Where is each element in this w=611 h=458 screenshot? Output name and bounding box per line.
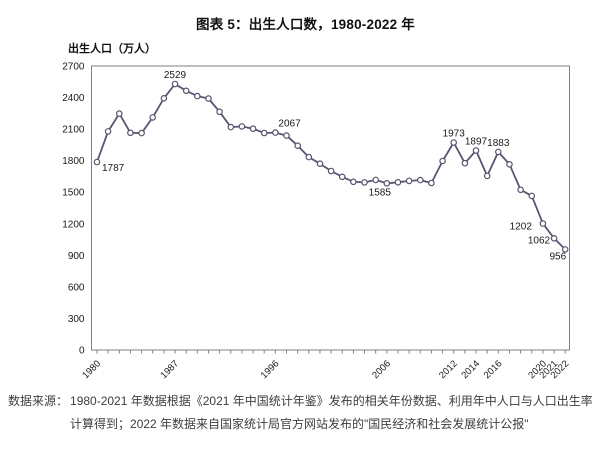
data-point [383,180,391,187]
data-point [416,176,424,184]
data-point [249,125,257,133]
data-point [272,129,279,136]
chart-title: 图表 5：出生人口数，1980-2022 年 [196,17,415,32]
x-tick-label: 1996 [259,358,282,381]
data-point [350,178,357,186]
data-point-label: 1973 [443,129,466,140]
data-point [550,235,558,242]
data-point-label: 2529 [164,70,187,81]
data-point [405,177,413,185]
source-note: 数据来源： 1980-2021 年数据根据《2021 年中国统计年鉴》发布的相关… [8,390,606,436]
data-point [528,192,536,200]
data-point-label: 1062 [528,235,551,246]
x-tick-label: 2016 [482,358,505,381]
y-tick-label: 1200 [62,219,85,230]
data-point [194,92,201,100]
data-point [506,161,513,168]
data-point-label: 2067 [278,119,301,130]
data-point [372,176,380,184]
y-tick-label: 1800 [62,156,85,167]
data-point [116,110,123,117]
data-point [517,186,524,194]
data-point [138,129,145,137]
y-tick-label: 2700 [62,62,85,73]
x-tick-label: 2014 [459,358,482,381]
data-point [394,179,402,186]
data-point-label: 956 [550,251,567,262]
data-point [216,108,223,116]
data-point [561,246,569,253]
data-point-label: 1897 [465,137,488,148]
data-point-label: 1883 [487,138,510,149]
x-tick-label: 1987 [158,358,181,381]
data-point [428,179,435,187]
birth-population-line-chart: 0 300 600 900 1200 1500 1800 2100 2400 2700 1980 19… [62,62,571,382]
data-point [472,147,480,154]
y-tick-label: 900 [68,251,85,262]
plot-frame [91,65,570,351]
data-point [327,167,335,175]
data-point [93,158,101,166]
data-point [260,129,268,137]
data-point-label: 1585 [369,187,392,198]
data-point [494,148,502,156]
x-tick-label: 2006 [370,358,393,381]
data-point [338,173,346,181]
data-point [205,95,212,102]
data-point [283,132,290,139]
source-line-2: 计算得到；2022 年数据来自国家统计局官方网站发布的"国民经济和社会发展统计公… [70,417,529,431]
y-tick-label: 300 [68,314,85,325]
data-point [305,153,313,161]
data-point-label: 1787 [102,163,125,174]
x-tick-label: 1980 [80,358,103,381]
data-point [227,123,235,131]
source-label: 数据来源： [8,394,69,408]
data-point [294,142,302,150]
data-point [104,128,112,135]
data-point [461,159,469,167]
y-tick-label: 0 [79,346,85,357]
source-text: 1980-2021 年数据根据《2021 年中国统计年鉴》发布的相关年份数据、利… [70,390,593,436]
y-tick-label: 2100 [62,125,85,136]
data-point [127,129,134,137]
data-point [238,123,246,130]
x-tick-label: 2012 [437,358,460,381]
data-point [450,139,458,146]
data-point-label: 1202 [510,222,533,233]
data-point [316,160,324,168]
y-tick-label: 2400 [62,93,85,104]
data-point [361,179,368,186]
source-line-1: 1980-2021 年数据根据《2021 年中国统计年鉴》发布的相关年份数据、利… [70,394,593,408]
data-point [182,87,190,95]
data-point [160,94,168,102]
data-point [171,80,179,88]
data-point [539,220,547,227]
data-point [483,172,491,180]
data-point [149,114,157,121]
y-tick-label: 1500 [62,188,85,199]
y-axis-title: 出生人口（万人） [68,43,156,55]
birth-line-series [96,83,567,251]
data-point [439,157,446,165]
y-tick-label: 600 [68,282,85,293]
